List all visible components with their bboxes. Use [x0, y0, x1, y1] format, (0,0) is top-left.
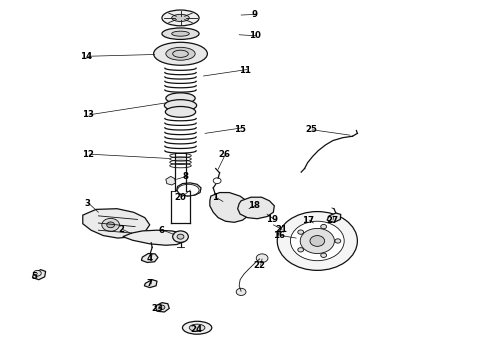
Circle shape: [310, 235, 325, 246]
Ellipse shape: [172, 31, 189, 36]
Circle shape: [159, 305, 165, 310]
Circle shape: [321, 253, 327, 257]
Circle shape: [107, 222, 115, 228]
Ellipse shape: [164, 100, 196, 111]
Text: 10: 10: [249, 31, 261, 40]
Polygon shape: [238, 197, 274, 219]
Text: 12: 12: [82, 150, 94, 159]
Polygon shape: [166, 176, 175, 185]
Polygon shape: [32, 270, 46, 280]
Text: 11: 11: [239, 66, 251, 75]
Ellipse shape: [189, 324, 205, 331]
Text: 22: 22: [254, 261, 266, 270]
Text: 18: 18: [248, 201, 260, 210]
Polygon shape: [155, 303, 169, 312]
Polygon shape: [210, 193, 251, 222]
Polygon shape: [123, 230, 186, 245]
Circle shape: [298, 248, 304, 252]
Ellipse shape: [162, 28, 199, 40]
Text: 16: 16: [273, 231, 285, 240]
Ellipse shape: [172, 14, 189, 22]
Circle shape: [33, 270, 41, 276]
Text: 14: 14: [80, 52, 92, 61]
Text: 7: 7: [147, 279, 153, 288]
Polygon shape: [176, 183, 201, 196]
Ellipse shape: [162, 10, 199, 26]
Text: 24: 24: [190, 325, 202, 334]
Text: 20: 20: [174, 193, 186, 202]
Text: 19: 19: [267, 215, 278, 224]
Ellipse shape: [182, 321, 212, 334]
Polygon shape: [83, 209, 150, 238]
Circle shape: [177, 234, 184, 239]
Circle shape: [298, 230, 304, 234]
Text: 6: 6: [159, 226, 165, 235]
Text: 26: 26: [219, 150, 230, 159]
Ellipse shape: [166, 47, 195, 60]
Circle shape: [256, 254, 268, 262]
Ellipse shape: [165, 107, 196, 117]
Text: 15: 15: [234, 125, 246, 134]
Polygon shape: [142, 253, 158, 262]
Text: 9: 9: [252, 10, 258, 19]
Polygon shape: [327, 213, 341, 222]
Circle shape: [172, 231, 188, 242]
Text: 2: 2: [119, 225, 125, 234]
Text: 25: 25: [305, 125, 317, 134]
Text: 23: 23: [151, 304, 163, 313]
Text: 17: 17: [302, 216, 315, 225]
Ellipse shape: [154, 42, 207, 65]
Circle shape: [335, 239, 341, 243]
Circle shape: [277, 212, 357, 270]
Circle shape: [102, 219, 120, 231]
Text: 3: 3: [85, 199, 91, 208]
Ellipse shape: [177, 184, 199, 196]
Text: 5: 5: [31, 272, 37, 281]
Ellipse shape: [166, 93, 195, 104]
Text: 1: 1: [212, 193, 218, 202]
Circle shape: [300, 228, 334, 253]
Circle shape: [321, 225, 327, 229]
Text: 21: 21: [275, 225, 287, 234]
Text: 4: 4: [147, 255, 153, 264]
Circle shape: [291, 221, 344, 261]
Text: 8: 8: [182, 172, 188, 181]
Text: 13: 13: [82, 110, 94, 119]
Polygon shape: [145, 280, 157, 288]
Text: 27: 27: [326, 216, 338, 225]
Circle shape: [236, 288, 246, 296]
